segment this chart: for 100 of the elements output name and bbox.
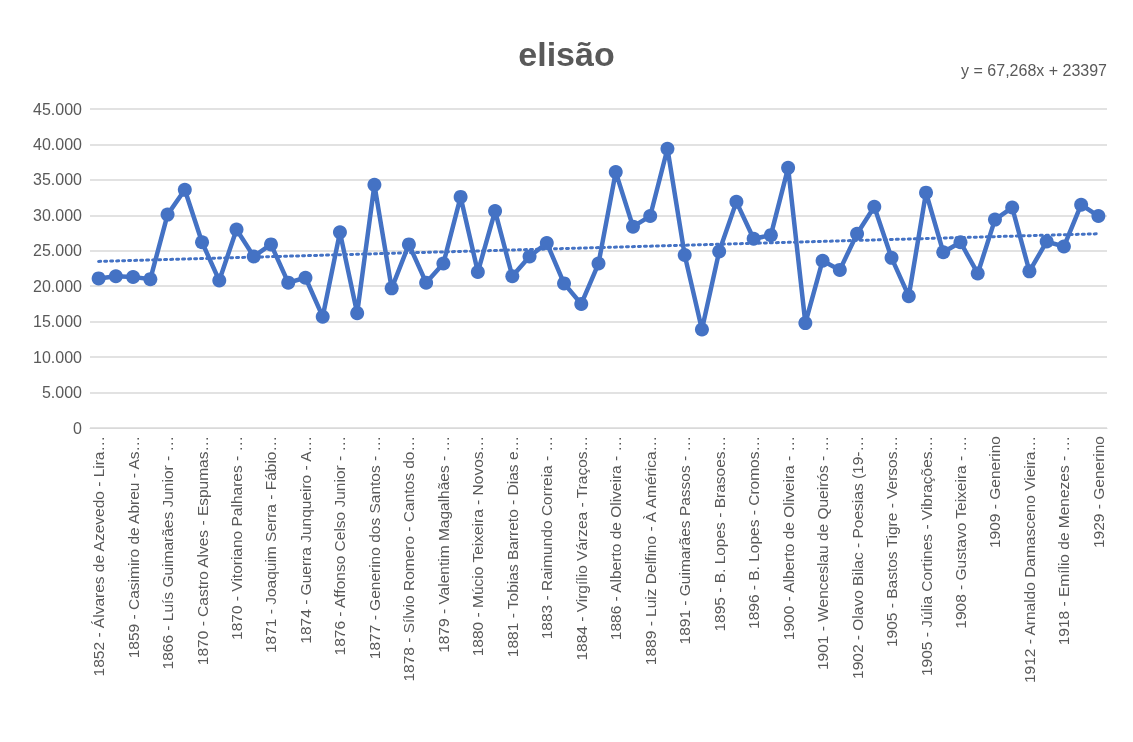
x-tick-label: 1880 - Múcio Teixeira - Novos… xyxy=(469,436,487,657)
point xyxy=(264,237,278,252)
point xyxy=(625,219,640,234)
x-tick-label: 1878 - Sílvio Romero - Cantos do… xyxy=(400,436,418,682)
x-tick-label: 1883 - Raimundo Correia - … xyxy=(538,436,556,640)
point xyxy=(557,276,572,291)
point xyxy=(350,306,365,321)
point xyxy=(608,165,623,180)
point xyxy=(1074,197,1089,212)
y-tick-label: 25.000 xyxy=(33,242,83,260)
point xyxy=(729,194,744,209)
point xyxy=(936,245,951,260)
point xyxy=(246,249,261,264)
text: y = 67,268x + 23397 xyxy=(961,61,1108,79)
point xyxy=(901,289,916,304)
y-tick-label: 45.000 xyxy=(33,100,83,118)
point xyxy=(488,204,503,219)
point xyxy=(160,207,175,222)
point xyxy=(298,270,313,285)
y-tick-label: 15.000 xyxy=(33,313,83,331)
point xyxy=(746,231,761,246)
point xyxy=(436,256,451,271)
y-tick-label: 30.000 xyxy=(33,206,83,224)
point xyxy=(195,235,210,250)
y-tick-label: 35.000 xyxy=(33,171,83,189)
point xyxy=(332,225,347,240)
x-tick-label: 1877 - Generino dos Santos - … xyxy=(365,436,383,660)
point xyxy=(1022,264,1037,279)
x-tick-label: 1884 - Virgílio Várzea - Traços… xyxy=(572,436,590,661)
x-tick-label: 1918 - Emílio de Menezes - … xyxy=(1055,436,1073,646)
point xyxy=(126,270,141,284)
x-tick-label: 1905 - Bastos Tigre - Versos… xyxy=(883,436,901,648)
x-tick-label: 1909 - Generino xyxy=(986,436,1004,549)
x-tick-label: 1912 - Arnaldo Damasceno Vieira… xyxy=(1020,436,1038,683)
point xyxy=(367,177,382,192)
x-tick-label: 1870 - Castro Alves - Espumas… xyxy=(193,436,211,666)
chart-title: elisão xyxy=(518,35,615,73)
point xyxy=(177,182,192,197)
x-tick-label: 1908 - Gustavo Teixeira - … xyxy=(951,436,969,629)
point xyxy=(763,228,778,243)
point xyxy=(1091,209,1106,224)
x-tick-label: 1886 - Alberto de Oliveira - … xyxy=(607,436,625,641)
point xyxy=(953,235,968,250)
x-tick-label: 1874 - Guerra Junqueiro - A… xyxy=(296,436,314,644)
x-tick-label: 1901 - Wenceslau de Queirós - … xyxy=(814,436,832,671)
point xyxy=(919,185,934,200)
point xyxy=(281,275,296,290)
point xyxy=(815,253,830,268)
point xyxy=(453,189,468,204)
point xyxy=(384,281,399,296)
x-tick-label: 1870 - Vitoriano Palhares - … xyxy=(228,436,246,640)
point xyxy=(229,222,244,237)
x-tick-label: 1896 - B. Lopes - Cromos… xyxy=(745,436,763,629)
point xyxy=(987,212,1002,227)
y-tick-label: 20.000 xyxy=(33,277,83,295)
x-tick-label: 1905 - Júlia Cortines - Vibrações… xyxy=(917,436,935,677)
x-tick-label: 1895 - B. Lopes - Brasoes… xyxy=(710,436,728,632)
x-tick-label: 1891 - Guimarães Passos - … xyxy=(676,436,694,645)
x-tick-label: 1852 - Álvares de Azevedo - Lira… xyxy=(90,436,108,677)
point xyxy=(143,272,158,287)
point xyxy=(643,209,658,224)
point xyxy=(781,160,796,175)
point xyxy=(712,244,727,259)
y-tick-label: 10.000 xyxy=(33,348,83,366)
point xyxy=(1056,239,1071,254)
point xyxy=(108,269,123,284)
point xyxy=(970,266,985,281)
y-tick-label: 5.000 xyxy=(41,384,83,402)
point xyxy=(867,199,882,214)
point xyxy=(591,256,606,271)
x-tick-label: 1871 - Joaquim Serra - Fábio… xyxy=(262,436,280,654)
point xyxy=(91,271,106,286)
point xyxy=(850,226,865,241)
point xyxy=(505,269,520,284)
x-tick-label: 1879 - Valentim Magalhães - … xyxy=(434,436,452,653)
x-tick-label: 1889 - Luiz Delfino - À América… xyxy=(641,436,659,666)
point xyxy=(419,275,434,290)
point xyxy=(677,248,692,263)
point xyxy=(315,309,330,324)
point xyxy=(832,262,847,277)
x-tick-label: 1900 - Alberto de Oliveira - … xyxy=(779,436,797,641)
point xyxy=(1039,234,1054,249)
point xyxy=(539,235,554,250)
x-tick-label: 1881 - Tobias Barreto - Dias e… xyxy=(503,436,521,658)
point xyxy=(522,249,537,264)
x-tick-label: 1929 - Generino xyxy=(1089,436,1107,549)
point xyxy=(1005,200,1020,215)
x-tick-label: 1902 - Olavo Bilac - Poesias (19-… xyxy=(848,436,866,679)
point xyxy=(694,322,709,337)
y-tick-label: 40.000 xyxy=(33,135,83,153)
point xyxy=(660,141,675,156)
point xyxy=(212,273,227,288)
point xyxy=(470,265,485,280)
point xyxy=(884,250,899,265)
x-tick-label: 1876 - Affonso Celso Junior - … xyxy=(331,436,349,656)
point xyxy=(574,296,589,311)
point xyxy=(401,237,416,252)
x-tick-label: 1866 - Luís Guimarães Junior - … xyxy=(159,436,177,670)
x-tick-label: 1859 - Casimiro de Abreu - As… xyxy=(124,436,142,659)
point xyxy=(798,316,813,331)
